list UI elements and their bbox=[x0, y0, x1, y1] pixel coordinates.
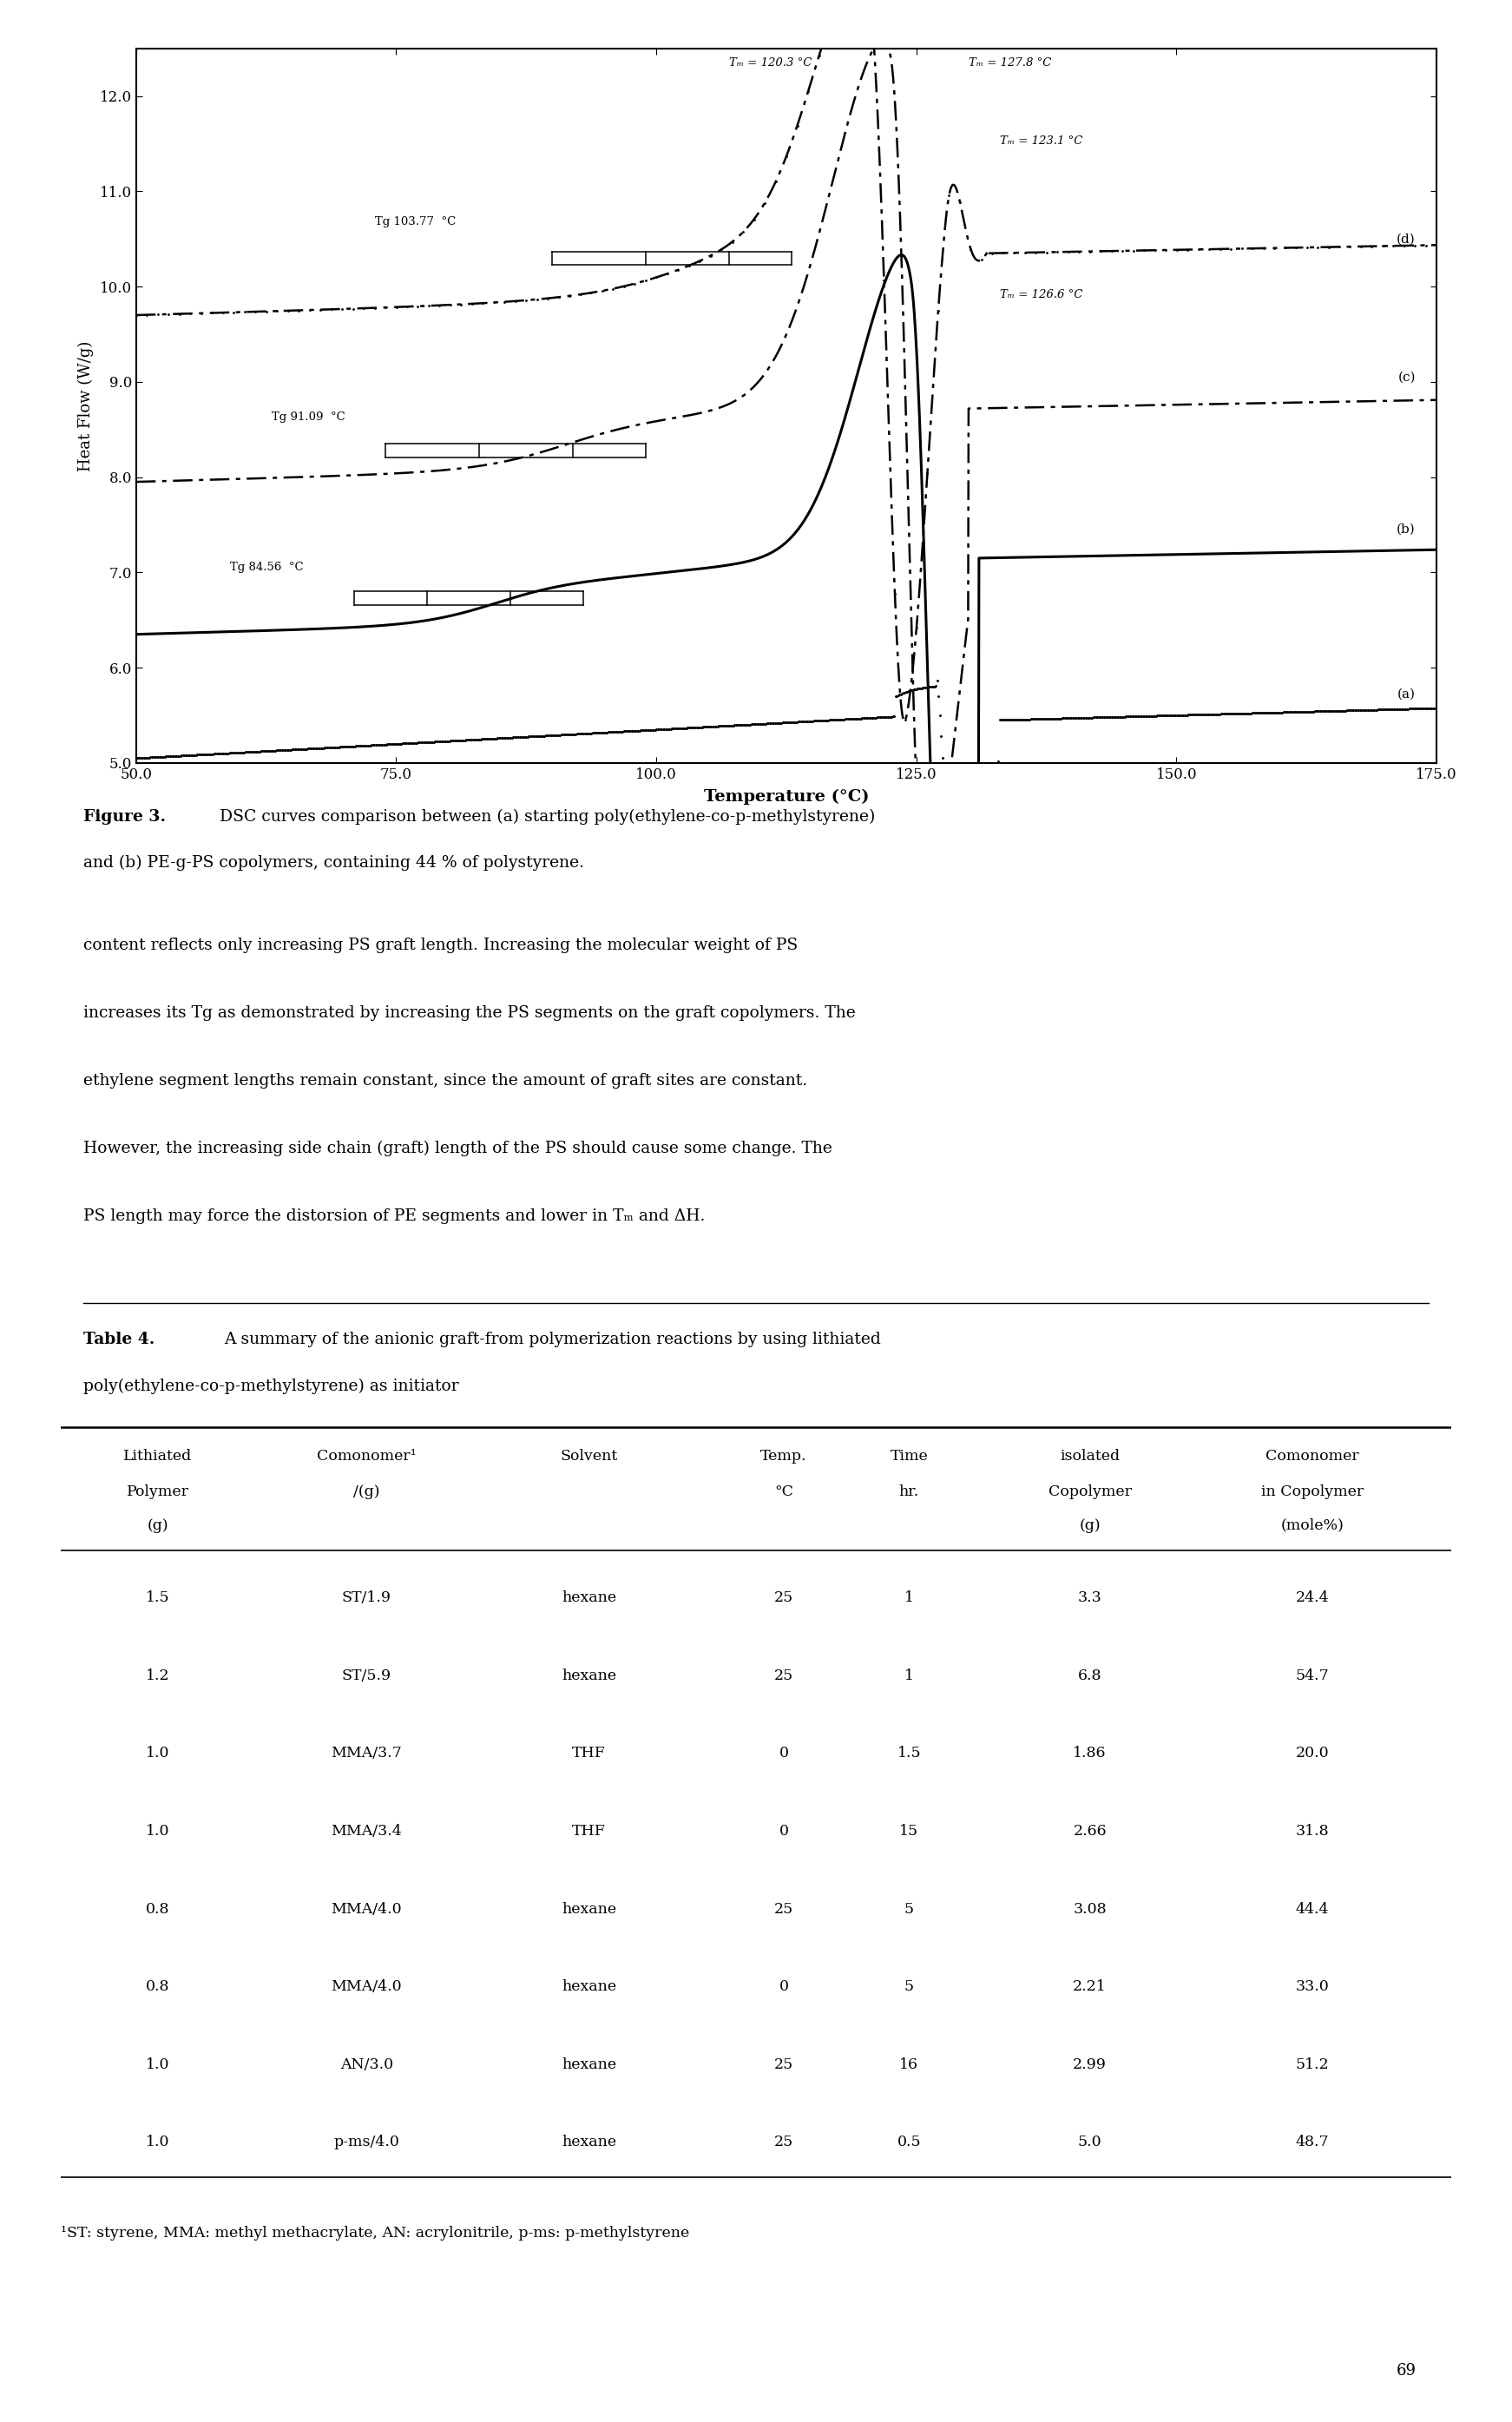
Text: DSC curves comparison between (a) starting poly(ethylene-co-p-methylstyrene): DSC curves comparison between (a) starti… bbox=[219, 809, 875, 826]
Text: hexane: hexane bbox=[561, 1901, 617, 1916]
Text: MMA/4.0: MMA/4.0 bbox=[331, 1979, 402, 1993]
Text: hexane: hexane bbox=[561, 1591, 617, 1606]
Text: 1.86: 1.86 bbox=[1074, 1746, 1107, 1761]
Text: 1.0: 1.0 bbox=[147, 1824, 169, 1838]
Text: 51.2: 51.2 bbox=[1296, 2056, 1329, 2071]
Text: 5: 5 bbox=[904, 1901, 913, 1916]
Text: 1: 1 bbox=[904, 1591, 913, 1606]
Text: Solvent: Solvent bbox=[561, 1448, 618, 1463]
Text: 44.4: 44.4 bbox=[1296, 1901, 1329, 1916]
Text: THF: THF bbox=[572, 1746, 606, 1761]
Text: (g): (g) bbox=[147, 1519, 168, 1533]
Text: 6.8: 6.8 bbox=[1078, 1669, 1102, 1683]
Text: Temp.: Temp. bbox=[761, 1448, 807, 1463]
Text: 1.5: 1.5 bbox=[145, 1591, 169, 1606]
Text: Tₘ = 126.6 °C: Tₘ = 126.6 °C bbox=[999, 288, 1083, 300]
Text: Tg 91.09  °C: Tg 91.09 °C bbox=[271, 412, 345, 421]
Text: Figure 3.: Figure 3. bbox=[83, 809, 166, 823]
Text: AN/3.0: AN/3.0 bbox=[340, 2056, 393, 2071]
Text: (c): (c) bbox=[1397, 371, 1415, 383]
Text: A summary of the anionic graft-from polymerization reactions by using lithiated: A summary of the anionic graft-from poly… bbox=[224, 1332, 880, 1347]
Text: 0.5: 0.5 bbox=[897, 2134, 921, 2151]
Text: increases its Tg as demonstrated by increasing the PS segments on the graft copo: increases its Tg as demonstrated by incr… bbox=[83, 1005, 856, 1020]
Text: Tg 84.56  °C: Tg 84.56 °C bbox=[230, 562, 302, 574]
Text: 0.8: 0.8 bbox=[147, 1979, 169, 1993]
Text: Comonomer: Comonomer bbox=[1266, 1448, 1359, 1463]
Text: 24.4: 24.4 bbox=[1296, 1591, 1329, 1606]
Text: 0: 0 bbox=[779, 1979, 789, 1993]
Text: 1.0: 1.0 bbox=[147, 2134, 169, 2151]
Text: 1.0: 1.0 bbox=[147, 1746, 169, 1761]
Text: THF: THF bbox=[572, 1824, 606, 1838]
Text: 1.2: 1.2 bbox=[145, 1669, 169, 1683]
Text: MMA/4.0: MMA/4.0 bbox=[331, 1901, 402, 1916]
Text: hexane: hexane bbox=[561, 2134, 617, 2151]
Text: MMA/3.7: MMA/3.7 bbox=[331, 1746, 402, 1761]
Text: ST/5.9: ST/5.9 bbox=[342, 1669, 392, 1683]
X-axis label: Temperature (°C): Temperature (°C) bbox=[703, 790, 869, 804]
Text: 25: 25 bbox=[774, 1591, 794, 1606]
Text: 2.21: 2.21 bbox=[1074, 1979, 1107, 1993]
Text: 1.0: 1.0 bbox=[147, 2056, 169, 2071]
Text: isolated: isolated bbox=[1060, 1448, 1120, 1463]
Text: ¹ST: styrene, MMA: methyl methacrylate, AN: acrylonitrile, p-ms: p-methylstyrene: ¹ST: styrene, MMA: methyl methacrylate, … bbox=[60, 2226, 689, 2240]
Text: Lithiated: Lithiated bbox=[124, 1448, 192, 1463]
Text: Time: Time bbox=[891, 1448, 928, 1463]
Text: 69: 69 bbox=[1396, 2364, 1417, 2378]
Text: p-ms/4.0: p-ms/4.0 bbox=[334, 2134, 399, 2151]
Text: 15: 15 bbox=[900, 1824, 919, 1838]
Text: Tₘ = 123.1 °C: Tₘ = 123.1 °C bbox=[999, 136, 1083, 145]
Text: 16: 16 bbox=[900, 2056, 919, 2071]
Text: 0.8: 0.8 bbox=[147, 1901, 169, 1916]
Y-axis label: Heat Flow (W/g): Heat Flow (W/g) bbox=[77, 342, 94, 470]
Text: (d): (d) bbox=[1397, 233, 1415, 245]
Text: 0: 0 bbox=[779, 1824, 789, 1838]
Text: Tg 103.77  °C: Tg 103.77 °C bbox=[375, 216, 457, 228]
Text: However, the increasing side chain (graft) length of the PS should cause some ch: However, the increasing side chain (graf… bbox=[83, 1141, 832, 1158]
Text: 5.0: 5.0 bbox=[1078, 2134, 1102, 2151]
Text: PS length may force the distorsion of PE segments and lower in Tₘ and ΔH.: PS length may force the distorsion of PE… bbox=[83, 1209, 705, 1223]
Text: MMA/3.4: MMA/3.4 bbox=[331, 1824, 402, 1838]
Text: 1.5: 1.5 bbox=[897, 1746, 921, 1761]
Text: 2.66: 2.66 bbox=[1074, 1824, 1107, 1838]
Text: (a): (a) bbox=[1397, 688, 1415, 700]
Text: 3.3: 3.3 bbox=[1078, 1591, 1102, 1606]
Text: Comonomer¹: Comonomer¹ bbox=[316, 1448, 416, 1463]
Text: 33.0: 33.0 bbox=[1296, 1979, 1329, 1993]
Text: ethylene segment lengths remain constant, since the amount of graft sites are co: ethylene segment lengths remain constant… bbox=[83, 1073, 807, 1087]
Text: 25: 25 bbox=[774, 2134, 794, 2151]
Text: 25: 25 bbox=[774, 1669, 794, 1683]
Text: 54.7: 54.7 bbox=[1296, 1669, 1329, 1683]
Text: 48.7: 48.7 bbox=[1296, 2134, 1329, 2151]
Text: content reflects only increasing PS graft length. Increasing the molecular weigh: content reflects only increasing PS graf… bbox=[83, 937, 798, 952]
Text: Polymer: Polymer bbox=[127, 1485, 189, 1499]
Text: hr.: hr. bbox=[900, 1485, 919, 1499]
Text: (b): (b) bbox=[1397, 523, 1415, 535]
Text: °C: °C bbox=[774, 1485, 794, 1499]
Text: 20.0: 20.0 bbox=[1296, 1746, 1329, 1761]
Text: 1: 1 bbox=[904, 1669, 913, 1683]
Text: hexane: hexane bbox=[561, 1979, 617, 1993]
Text: Copolymer: Copolymer bbox=[1048, 1485, 1131, 1499]
Text: in Copolymer: in Copolymer bbox=[1261, 1485, 1364, 1499]
Text: poly(ethylene-co-p-methylstyrene) as initiator: poly(ethylene-co-p-methylstyrene) as ini… bbox=[83, 1378, 458, 1395]
Text: Tₘ = 120.3 °C: Tₘ = 120.3 °C bbox=[729, 56, 812, 68]
Text: Tₘ = 127.8 °C: Tₘ = 127.8 °C bbox=[968, 56, 1051, 68]
Text: /(g): /(g) bbox=[354, 1485, 380, 1499]
Text: 25: 25 bbox=[774, 1901, 794, 1916]
Text: (mole%): (mole%) bbox=[1281, 1519, 1344, 1533]
Text: and (b) PE-g-PS copolymers, containing 44 % of polystyrene.: and (b) PE-g-PS copolymers, containing 4… bbox=[83, 855, 584, 872]
Text: 25: 25 bbox=[774, 2056, 794, 2071]
Text: 31.8: 31.8 bbox=[1296, 1824, 1329, 1838]
Text: 0: 0 bbox=[779, 1746, 789, 1761]
Text: 5: 5 bbox=[904, 1979, 913, 1993]
Text: ST/1.9: ST/1.9 bbox=[342, 1591, 392, 1606]
Text: 3.08: 3.08 bbox=[1074, 1901, 1107, 1916]
Text: hexane: hexane bbox=[561, 1669, 617, 1683]
Text: hexane: hexane bbox=[561, 2056, 617, 2071]
Text: (g): (g) bbox=[1080, 1519, 1101, 1533]
Text: Table 4.: Table 4. bbox=[83, 1332, 154, 1347]
Text: 2.99: 2.99 bbox=[1074, 2056, 1107, 2071]
